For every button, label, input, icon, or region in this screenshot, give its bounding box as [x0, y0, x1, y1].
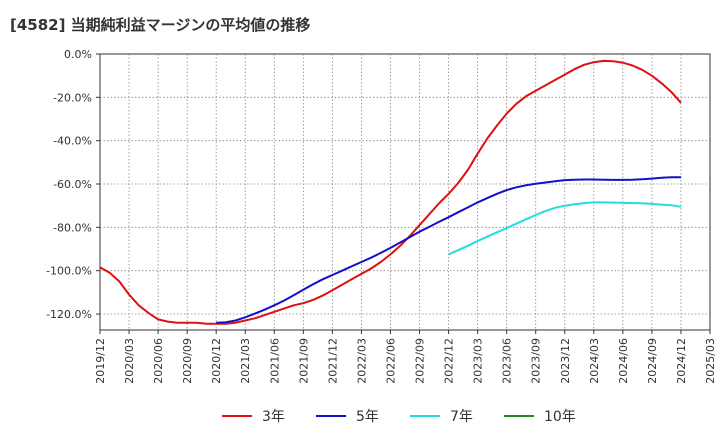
y-tick-label: -20.0% [53, 91, 92, 104]
x-tick-label: 2021/09 [297, 338, 310, 384]
legend-item: 10年 [504, 405, 576, 427]
legend-label: 7年 [450, 409, 473, 425]
series-line-7年 [448, 201, 682, 256]
x-tick-label: 2024/06 [617, 338, 630, 384]
legend-item: 7年 [410, 405, 473, 427]
x-tick-label: 2023/06 [501, 338, 514, 384]
legend-swatch [316, 415, 346, 417]
y-tick-label: -40.0% [53, 135, 92, 148]
x-tick-label: 2024/03 [588, 338, 601, 384]
x-tick-label: 2024/12 [675, 338, 688, 384]
x-tick-label: 2024/09 [646, 338, 659, 384]
x-tick-label: 2020/06 [152, 338, 165, 384]
y-tick-label: -100.0% [46, 265, 92, 278]
x-tick-label: 2023/12 [559, 338, 572, 384]
y-tick-label: 0.0% [64, 48, 92, 61]
legend-label: 3年 [262, 409, 285, 425]
x-tick-label: 2023/09 [530, 338, 543, 384]
x-tick-label: 2022/03 [355, 338, 368, 384]
x-tick-label: 2020/09 [181, 338, 194, 384]
y-tick-label: -80.0% [53, 221, 92, 234]
x-tick-label: 2020/12 [210, 338, 223, 384]
legend-swatch [410, 415, 440, 417]
x-tick-label: 2022/12 [443, 338, 456, 384]
legend-label: 10年 [544, 409, 576, 425]
legend-swatch [504, 415, 534, 417]
x-tick-label: 2022/06 [384, 338, 397, 384]
chart-title: [4582] 当期純利益マージンの平均値の推移 [10, 16, 311, 34]
legend-swatch [222, 415, 252, 417]
x-tick-label: 2022/09 [414, 338, 427, 384]
legend-label: 5年 [356, 409, 379, 425]
legend-item: 3年 [222, 405, 285, 427]
x-tick-label: 2020/03 [123, 338, 136, 384]
series-line-5年 [216, 176, 681, 324]
x-tick-label: 2019/12 [94, 338, 107, 384]
x-tick-label: 2021/12 [326, 338, 339, 384]
y-tick-label: -120.0% [46, 308, 92, 321]
chart-legend: 3年 5年 7年 10年 [0, 405, 720, 427]
x-tick-label: 2021/06 [268, 338, 281, 384]
y-tick-label: -60.0% [53, 178, 92, 191]
legend-item: 5年 [316, 405, 379, 427]
plot-area [99, 53, 711, 331]
x-tick-label: 2025/03 [704, 338, 717, 384]
x-tick-label: 2021/03 [239, 338, 252, 384]
x-tick-label: 2023/03 [472, 338, 485, 384]
series-line-3年 [99, 59, 682, 325]
